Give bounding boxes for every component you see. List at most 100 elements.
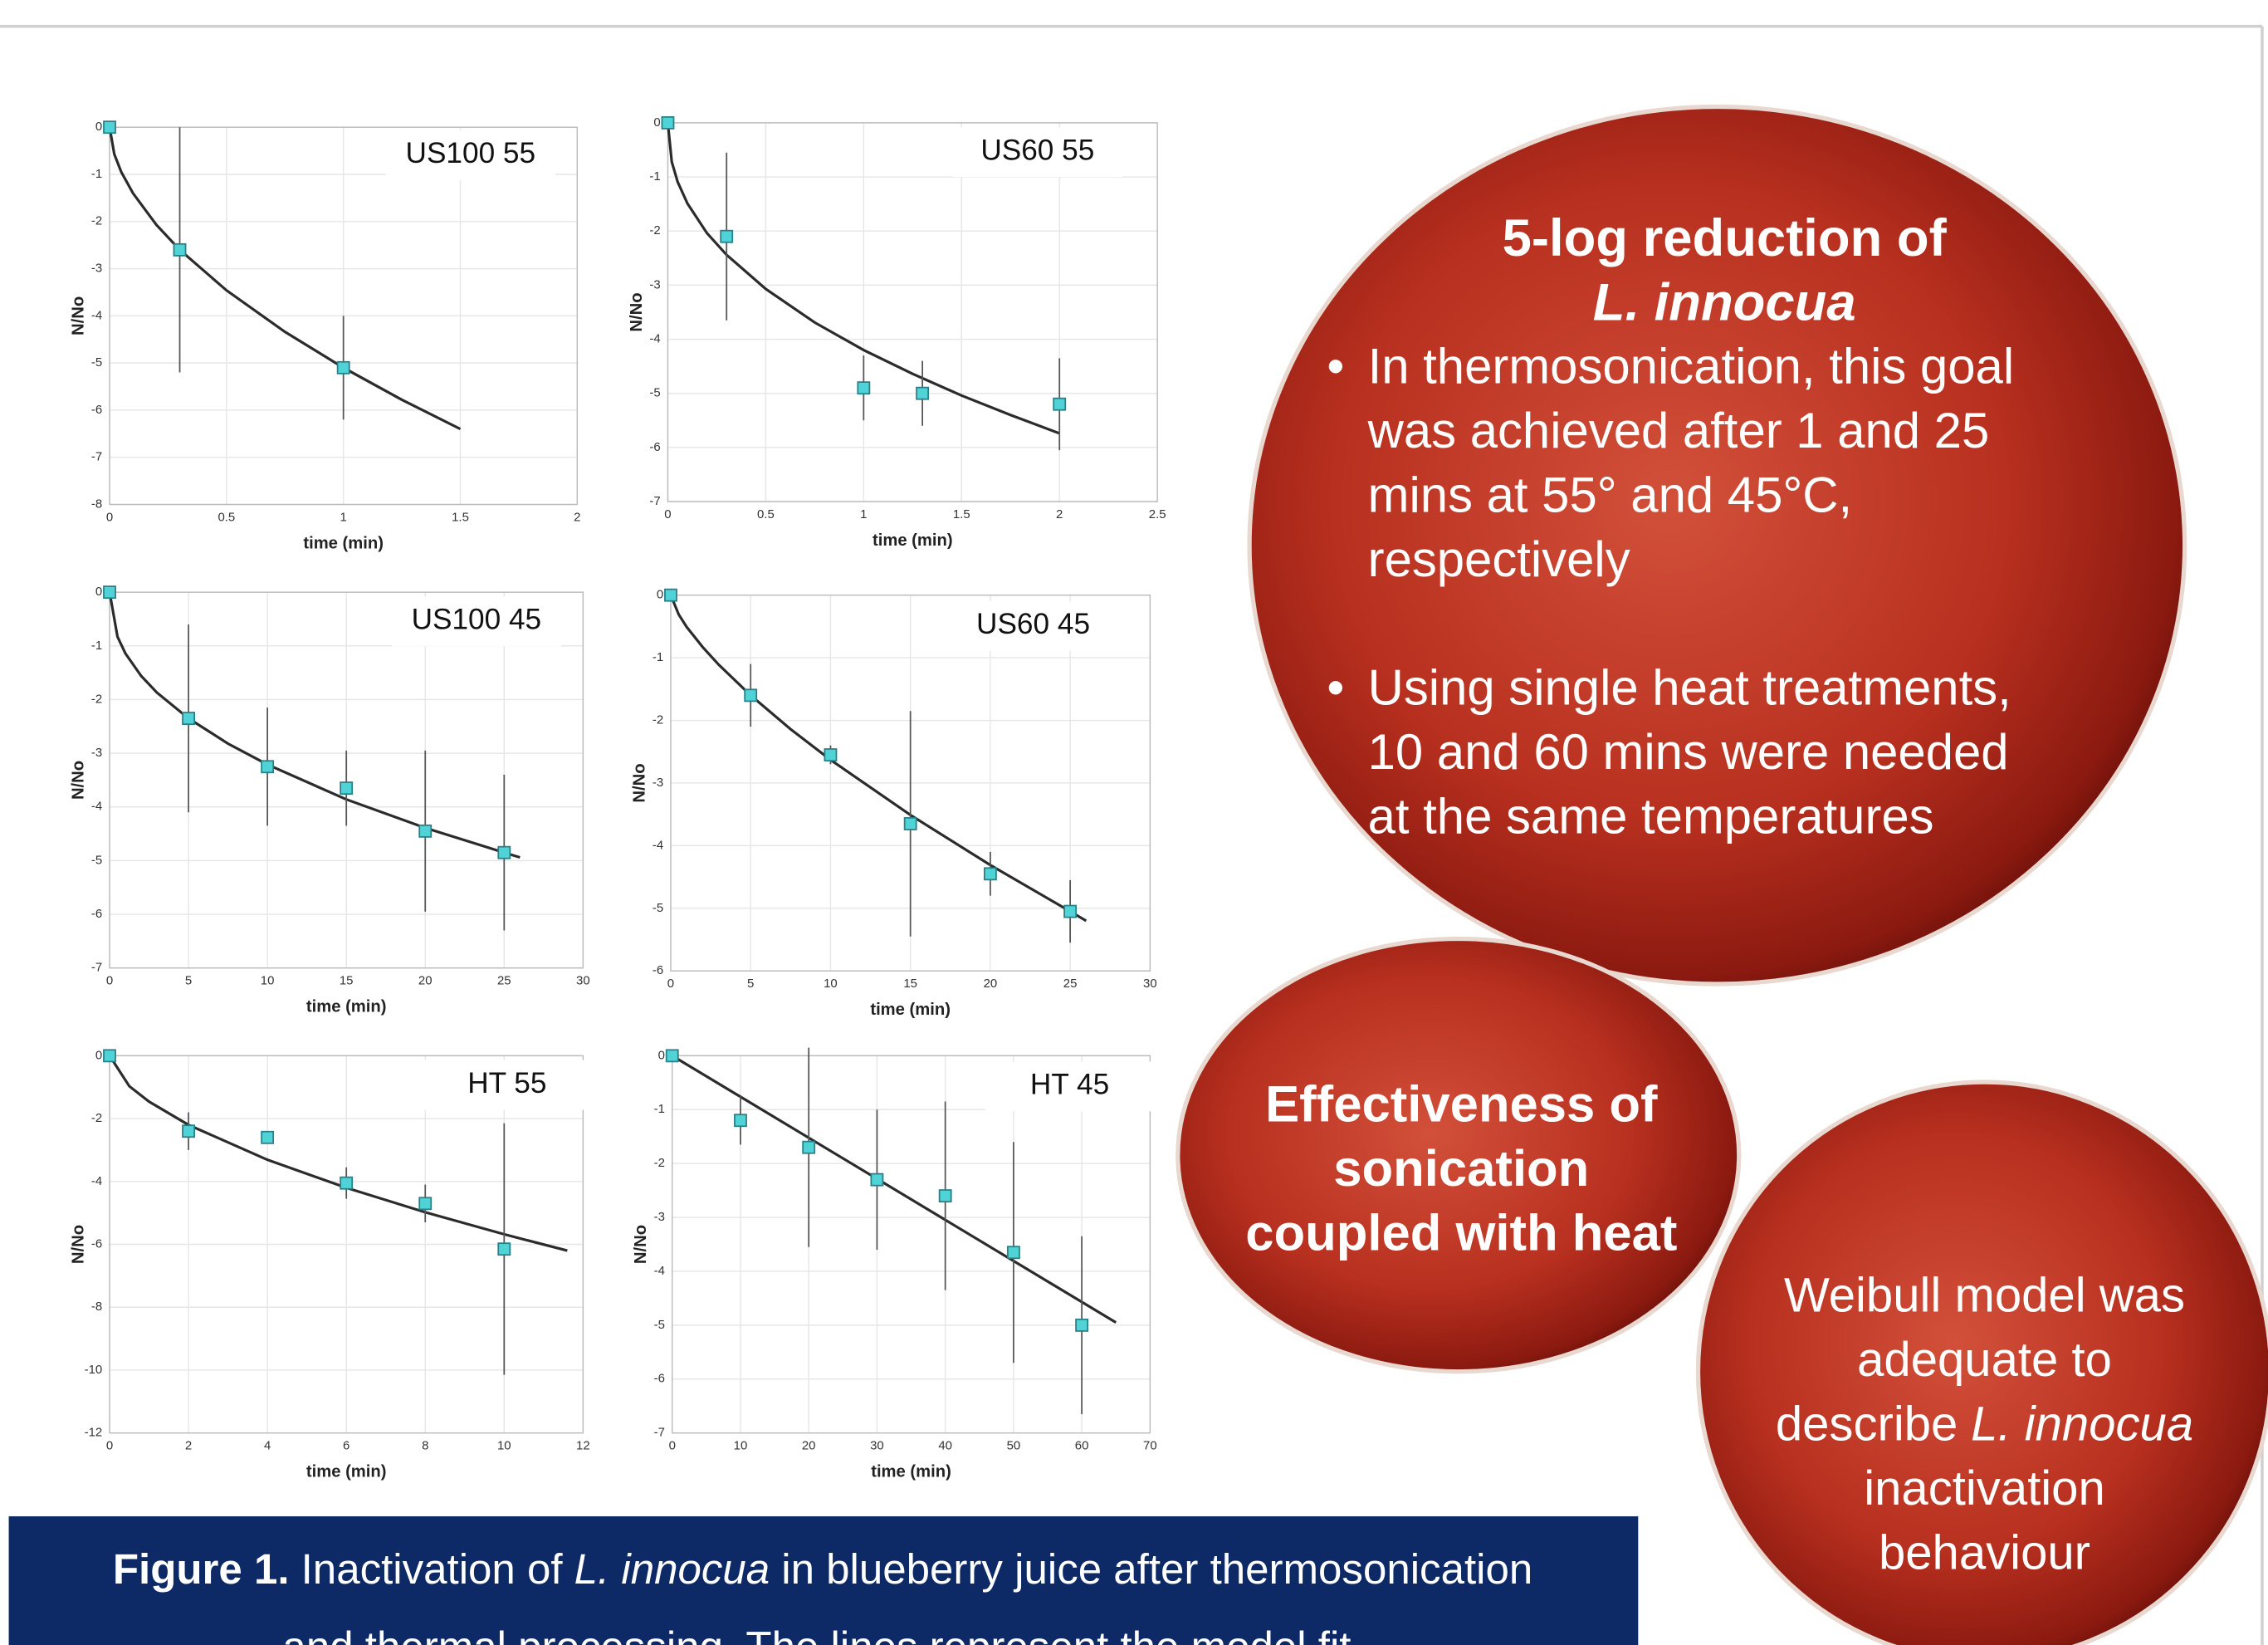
x-tick-label: 0.5 <box>757 507 775 521</box>
data-point <box>419 825 431 837</box>
y-tick-label: -3 <box>654 1210 665 1224</box>
bullet: • <box>1327 338 1344 394</box>
data-point <box>985 868 996 879</box>
data-point <box>174 244 185 256</box>
chart-title: HT 55 <box>467 1067 546 1099</box>
data-point <box>1053 399 1065 410</box>
note-line: respectively <box>1368 531 1630 587</box>
x-tick-label: 15 <box>340 974 354 988</box>
page-body: {"chart_data": [ {"type": "scatter", "ti… <box>0 0 2268 1645</box>
y-tick-label: -1 <box>653 650 663 664</box>
y-tick-label: -1 <box>654 1102 665 1116</box>
y-tick-label: 0 <box>95 120 102 134</box>
x-tick-label: 0 <box>106 510 113 524</box>
y-tick-label: -2 <box>653 712 663 727</box>
data-point <box>183 1125 194 1137</box>
note-line: adequate to <box>1857 1333 2112 1387</box>
y-tick-label: 0 <box>95 1048 102 1062</box>
caption-organism: L. innocua <box>574 1545 770 1593</box>
note-line: 10 and 60 mins were needed <box>1368 724 2009 780</box>
y-tick-label: -8 <box>91 1300 102 1314</box>
y-axis-label: N/No <box>628 292 646 331</box>
note-line: Effectiveness of <box>1265 1076 1658 1133</box>
y-axis-label: N/No <box>69 296 87 335</box>
data-point <box>340 782 352 794</box>
y-tick-label: 0 <box>95 585 102 599</box>
y-tick-label: -2 <box>649 223 660 237</box>
y-tick-label: -7 <box>654 1426 665 1440</box>
data-point <box>721 231 732 242</box>
data-point <box>940 1190 951 1202</box>
y-tick-label: -3 <box>649 277 660 291</box>
data-point <box>871 1174 882 1186</box>
data-point <box>1064 906 1076 918</box>
data-point <box>262 761 273 772</box>
x-tick-label: 20 <box>802 1438 816 1452</box>
chart-title: US60 55 <box>980 134 1094 166</box>
y-tick-label: -6 <box>653 963 663 977</box>
y-tick-label: -6 <box>91 907 102 921</box>
x-tick-label: 2 <box>185 1438 192 1452</box>
caption-label: Figure 1. <box>113 1545 290 1593</box>
x-tick-label: 2 <box>574 510 580 524</box>
y-tick-label: -1 <box>91 167 102 181</box>
data-point <box>665 590 677 601</box>
y-tick-label: -2 <box>91 214 102 228</box>
x-tick-label: 60 <box>1075 1438 1089 1452</box>
x-tick-label: 30 <box>576 974 590 988</box>
x-tick-label: 0 <box>669 1438 676 1452</box>
x-tick-label: 1 <box>860 507 867 521</box>
y-axis-label: N/No <box>630 763 648 802</box>
data-point <box>340 1177 352 1189</box>
data-point <box>1076 1319 1088 1331</box>
y-tick-label: -7 <box>91 961 102 975</box>
note-organism: L. innocua <box>1593 274 1856 332</box>
x-tick-label: 2.5 <box>1149 507 1166 521</box>
note-line: at the same temperatures <box>1368 789 1934 845</box>
y-tick-label: -7 <box>91 450 102 464</box>
caption-text: Inactivation of <box>301 1545 564 1593</box>
x-tick-label: 5 <box>185 974 192 988</box>
y-tick-label: -1 <box>91 639 102 653</box>
data-point <box>183 712 194 724</box>
note-line: sonication <box>1333 1140 1589 1197</box>
caption-line: and thermal processing. The lines repres… <box>282 1623 1362 1645</box>
y-tick-label: -2 <box>654 1156 665 1170</box>
x-axis-label: time (min) <box>871 1462 951 1481</box>
x-tick-label: 0 <box>106 1438 113 1452</box>
y-tick-label: -2 <box>91 1111 102 1125</box>
note-line: In thermosonication, this goal <box>1368 338 2014 394</box>
data-point <box>916 388 928 399</box>
x-tick-label: 1.5 <box>452 510 469 524</box>
y-tick-label: -4 <box>91 800 102 814</box>
data-point <box>498 847 510 859</box>
data-point <box>104 121 115 133</box>
y-tick-label: -5 <box>653 901 663 915</box>
data-point <box>735 1114 746 1126</box>
data-point <box>667 1050 678 1061</box>
x-tick-label: 6 <box>343 1438 349 1452</box>
note-line: was achieved after 1 and 25 <box>1367 403 1990 458</box>
y-tick-label: -12 <box>85 1426 103 1440</box>
x-tick-label: 10 <box>261 974 275 988</box>
x-tick-label: 20 <box>418 974 433 988</box>
note-text: describe <box>1776 1397 1958 1451</box>
y-tick-label: -10 <box>85 1363 103 1377</box>
page: Inactivation of L. innocua html, body { … <box>0 0 2268 1645</box>
data-point <box>419 1197 431 1209</box>
x-axis-label: time (min) <box>303 534 384 552</box>
x-tick-label: 10 <box>497 1438 511 1452</box>
y-tick-label: -2 <box>91 692 102 706</box>
y-tick-label: -4 <box>91 1174 102 1188</box>
y-axis-label: N/No <box>69 761 87 800</box>
x-axis-label: time (min) <box>306 1462 387 1481</box>
y-tick-label: -6 <box>91 1236 102 1251</box>
data-point <box>104 1050 115 1061</box>
chart-title: US100 55 <box>406 137 536 169</box>
poster: 00.511.520-1-2-3-4-5-6-7-8US100 55time (… <box>0 0 2268 1645</box>
x-tick-label: 30 <box>1143 977 1157 991</box>
y-tick-label: -6 <box>649 440 660 454</box>
x-tick-label: 1.5 <box>953 507 970 521</box>
y-tick-label: 0 <box>657 588 663 602</box>
